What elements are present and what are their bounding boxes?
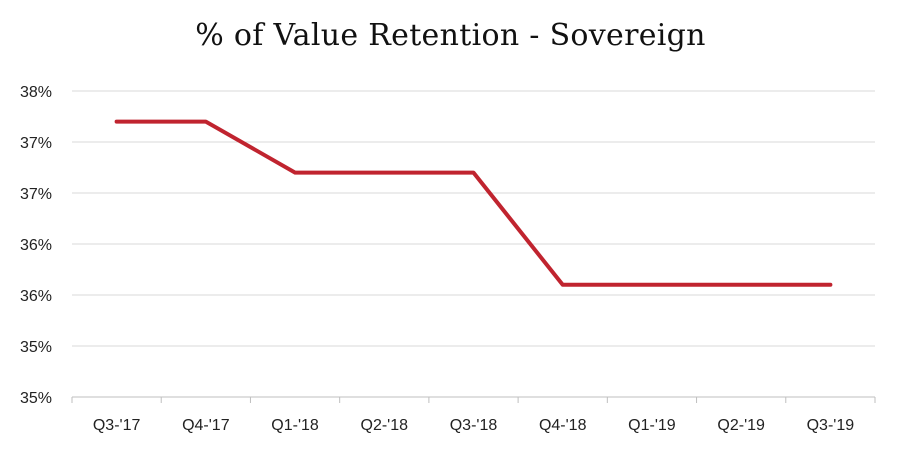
x-tick-label: Q1-'18 (271, 417, 319, 434)
y-tick-label: 37% (20, 135, 52, 152)
series-line (114, 119, 833, 287)
x-tick-label: Q2-'19 (717, 417, 765, 434)
x-tick-label: Q3-'19 (807, 417, 855, 434)
x-tick-label: Q3-'17 (93, 417, 141, 434)
x-tick-label: Q1-'19 (628, 417, 676, 434)
y-tick-label: 36% (20, 288, 52, 305)
x-tick-labels: Q3-'17 Q4-'17 Q1-'18 Q2-'18 Q3-'18 Q4-'18 Q1-'… (93, 417, 854, 434)
y-tick-label: 38% (20, 84, 52, 101)
y-tick-label: 35% (20, 390, 52, 407)
x-tick-label: Q2-'18 (361, 417, 409, 434)
y-tick-labels: 35% 35% 36% 36% 37% 37% 38% (20, 84, 52, 407)
x-tick-label: Q4-'17 (182, 417, 230, 434)
y-tick-label: 36% (20, 237, 52, 254)
x-tick-label: Q4-'18 (539, 417, 587, 434)
y-tick-label: 37% (20, 186, 52, 203)
axes (71, 396, 876, 403)
x-tick-label: Q3-'18 (450, 417, 498, 434)
chart-title: % of Value Retention - Sovereign (195, 18, 706, 53)
series-group (114, 119, 833, 287)
gridlines (72, 90, 875, 347)
y-tick-label: 35% (20, 339, 52, 356)
